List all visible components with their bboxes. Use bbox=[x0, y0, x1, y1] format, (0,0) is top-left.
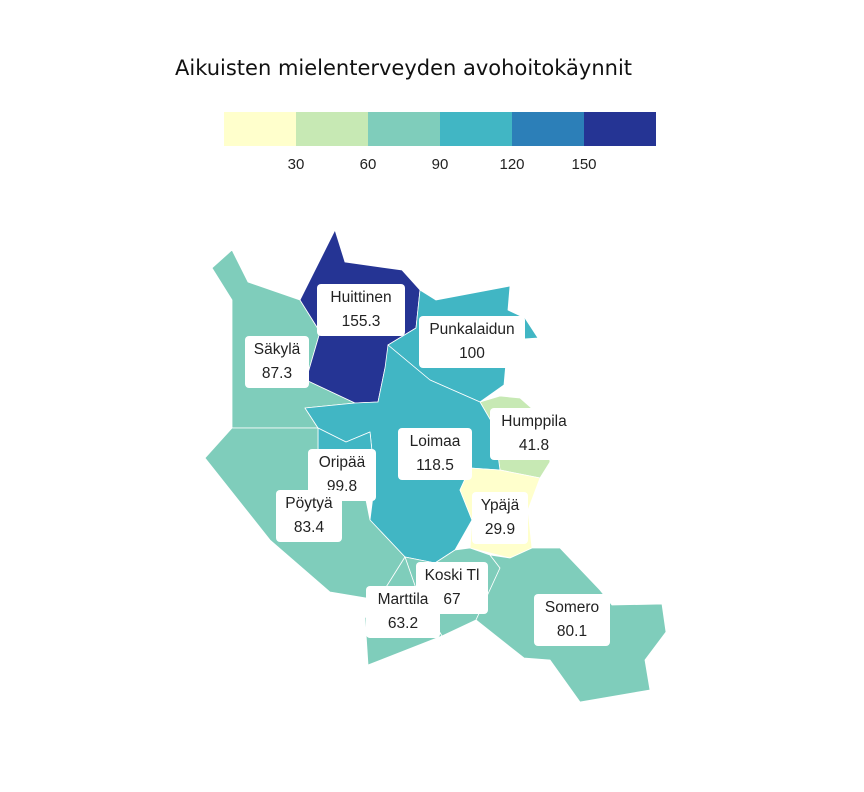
region-name: Huittinen bbox=[330, 289, 392, 306]
label-somero: Somero 80.1 bbox=[534, 594, 610, 646]
label-huittinen: Huittinen 155.3 bbox=[317, 284, 405, 336]
label-oripaa: Oripää 99.8 bbox=[308, 449, 376, 501]
region-name: Oripää bbox=[318, 454, 366, 471]
label-ypaja: Ypäjä 29.9 bbox=[472, 492, 528, 544]
label-poytya: Pöytyä 83.4 bbox=[276, 490, 342, 542]
legend-swatch bbox=[296, 112, 368, 146]
label-sakyla: Säkylä 87.3 bbox=[245, 336, 309, 388]
region-value: 87.3 bbox=[261, 365, 293, 382]
region-value: 80.1 bbox=[556, 623, 588, 640]
region-value: 29.9 bbox=[484, 521, 516, 538]
region-name: Säkylä bbox=[253, 341, 301, 358]
legend-tick-label: 150 bbox=[571, 156, 596, 173]
region-name: Loimaa bbox=[409, 433, 461, 450]
region-value: 63.2 bbox=[387, 615, 419, 632]
label-punkalaidun: Punkalaidun 100 bbox=[419, 316, 525, 368]
region-value: 100 bbox=[459, 345, 485, 362]
region-value: 41.8 bbox=[518, 437, 550, 454]
region-value: 155.3 bbox=[341, 313, 381, 330]
region-name: Punkalaidun bbox=[429, 321, 515, 338]
legend-swatch bbox=[512, 112, 584, 146]
region-value: 67 bbox=[443, 591, 461, 608]
legend-swatch bbox=[224, 112, 296, 146]
legend-swatch bbox=[584, 112, 656, 146]
label-humppila: Humppila 41.8 bbox=[490, 408, 578, 460]
legend-swatch bbox=[440, 112, 512, 146]
label-marttila: Marttila 63.2 bbox=[366, 586, 440, 638]
label-loimaa: Loimaa 118.5 bbox=[398, 428, 472, 480]
region-name: Somero bbox=[544, 599, 600, 616]
region-name: Marttila bbox=[377, 591, 429, 608]
region-name: Koski Tl bbox=[424, 567, 480, 584]
region-name: Humppila bbox=[501, 413, 567, 430]
legend-tick-label: 120 bbox=[499, 156, 524, 173]
legend-tick-label: 30 bbox=[288, 156, 305, 173]
map-title: Aikuisten mielenterveyden avohoitokäynni… bbox=[175, 56, 633, 80]
region-name: Pöytyä bbox=[285, 495, 333, 512]
region-name: Ypäjä bbox=[480, 497, 520, 514]
legend-swatch bbox=[368, 112, 440, 146]
legend-tick-label: 90 bbox=[432, 156, 449, 173]
legend-tick-label: 60 bbox=[360, 156, 377, 173]
region-value: 118.5 bbox=[416, 457, 454, 474]
region-value: 83.4 bbox=[293, 519, 325, 536]
